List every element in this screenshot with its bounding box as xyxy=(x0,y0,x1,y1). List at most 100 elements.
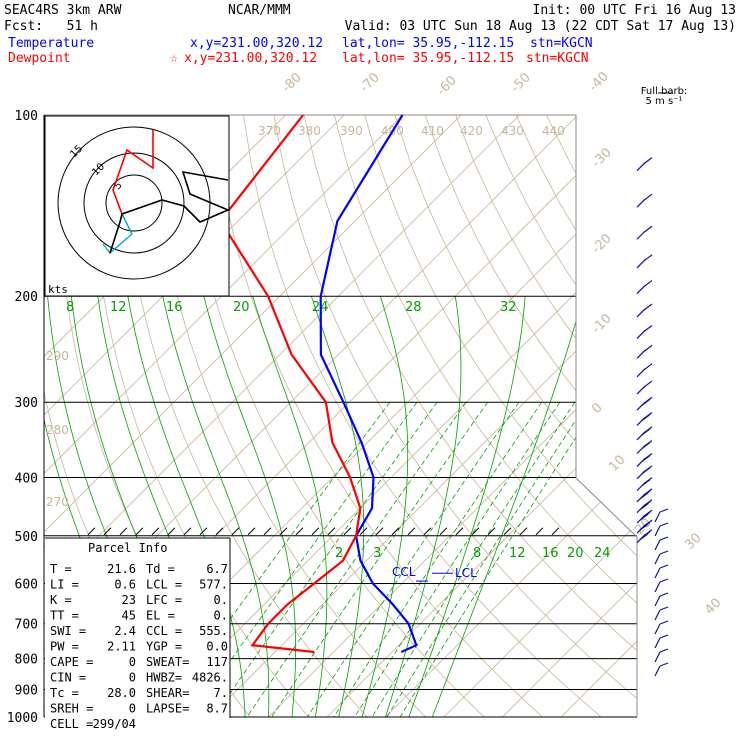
parcel-info-cell: 28.0 xyxy=(107,686,136,700)
wind-barb xyxy=(654,595,661,607)
pressure-tick-label: 300 xyxy=(15,396,38,411)
dry-adiabat-line xyxy=(424,115,637,717)
hatch-mark xyxy=(199,527,208,536)
dewpoint-profile xyxy=(219,114,362,654)
hatch-mark xyxy=(263,527,272,536)
parcel-info-cell: 0.0 xyxy=(206,640,228,654)
hodograph-ring xyxy=(83,152,185,254)
hodograph-units-label: kts xyxy=(48,283,68,296)
barb-legend-line2: 5 m s⁻¹ xyxy=(646,96,683,107)
dry-adiabat-line xyxy=(606,115,637,717)
fcst-label: Fcst: 51 h xyxy=(4,19,98,34)
mixing-ratio-line xyxy=(333,401,543,717)
hatch-mark xyxy=(391,527,400,536)
mixing-ratio-label: 16 xyxy=(542,546,559,561)
wind-barb xyxy=(636,162,646,172)
hatch-mark xyxy=(247,527,256,536)
wind-barb-flag xyxy=(643,254,653,262)
center-label: NCAR/MMM xyxy=(228,3,291,18)
wind-barb xyxy=(636,198,646,208)
isotherm-tick-label: -60 xyxy=(434,73,460,99)
mixing-ratio-line xyxy=(213,401,438,717)
parcel-info-cell: T = xyxy=(50,562,72,576)
wind-barb-flag xyxy=(643,324,653,332)
mixing-ratio-line xyxy=(159,401,391,717)
mixing-ratio-label: 2 xyxy=(335,546,343,561)
parcel-info-cell: LFC = xyxy=(146,593,182,607)
dry-adiabat-line xyxy=(122,115,368,717)
wind-barb xyxy=(654,581,661,593)
hatch-mark xyxy=(455,527,464,536)
parcel-info-cell: 0. xyxy=(214,593,228,607)
header: SEAC4RS 3km ARW NCAR/MMM Init: 00 UTC Fr… xyxy=(4,3,736,66)
hatch-mark xyxy=(311,527,320,536)
mixing-ratio-line xyxy=(354,401,561,717)
hatch-mark xyxy=(167,527,176,536)
dewpoint-latlon: lat,lon= 35.95,-112.15 xyxy=(342,51,514,66)
parcel-info-cell: YGP = xyxy=(146,640,182,654)
isotherm-line xyxy=(268,115,637,717)
lcl-label: LCL xyxy=(455,566,477,580)
parcel-info-title: Parcel Info xyxy=(88,541,167,555)
wind-barb xyxy=(654,637,661,649)
mixing-ratio-line xyxy=(399,401,600,717)
wind-barb-flag xyxy=(659,648,669,653)
parcel-info-cell: 23 xyxy=(122,593,136,607)
hodograph-ring xyxy=(105,174,163,232)
wind-barb xyxy=(636,330,646,339)
dry-adiabat-line xyxy=(364,115,637,717)
wind-barb xyxy=(636,230,646,240)
hodograph-trace-black xyxy=(109,213,123,254)
parcel-info-cell: 0 xyxy=(129,671,136,685)
mixing-ratio-label: 24 xyxy=(594,546,611,561)
parcel-info-cell: 7. xyxy=(214,686,228,700)
mixing-ratio-line xyxy=(307,401,520,717)
wind-barb xyxy=(654,539,661,551)
theta-tick-label: 420 xyxy=(460,124,483,138)
parcel-info-cell: 577. xyxy=(199,578,228,592)
parcel-info-cell: SWI = xyxy=(50,624,86,638)
hatch-mark xyxy=(535,527,544,536)
hatch-mark xyxy=(439,527,448,536)
hatch-mark xyxy=(407,527,416,536)
parcel-info-cell: CCL = xyxy=(146,624,182,638)
valid-label: Valid: 03 UTC Sun 18 Aug 13 (22 CDT Sat … xyxy=(345,19,736,34)
dewpoint-xy: x,y=231.00,320.12 xyxy=(184,51,317,66)
isotherm-tick-label: -40 xyxy=(586,69,612,95)
parcel-info-cell: SHEAR= xyxy=(146,686,189,700)
wind-barb xyxy=(636,285,646,294)
wind-barb-flag xyxy=(659,522,669,527)
isotherm-line xyxy=(443,115,637,717)
hodograph-trace-red xyxy=(112,130,154,215)
wind-barb xyxy=(654,567,661,579)
isotherm-line xyxy=(502,115,637,717)
dry-adiabat-line xyxy=(334,115,637,717)
wind-barb-flag xyxy=(639,513,649,521)
hatch-mark xyxy=(487,527,496,536)
hatch-mark xyxy=(359,527,368,536)
parcel-info-cell: 21.6 xyxy=(107,562,136,576)
parcel-info-cell: 117 xyxy=(206,655,228,669)
wind-barb-flag xyxy=(659,550,669,555)
dry-adiabat-line xyxy=(394,115,637,717)
theta-tick-label: 270 xyxy=(46,495,69,509)
parcel-info-cell: CELL = xyxy=(50,717,93,731)
parcel-info-cell: SWEAT= xyxy=(146,655,189,669)
pressure-tick-label: 800 xyxy=(15,653,38,668)
plot-frame xyxy=(44,114,638,717)
wind-barb-flag xyxy=(643,157,653,165)
wind-barb-flag xyxy=(643,280,653,288)
wind-barbs xyxy=(636,157,669,677)
dry-adiabat-line xyxy=(152,115,426,717)
mixing-ratio-label: 8 xyxy=(473,546,481,561)
pressure-tick-label: 600 xyxy=(15,577,38,592)
mixing-ratio-line xyxy=(271,401,489,717)
mixing-ratio-label: 32 xyxy=(500,300,517,315)
hatch-mark xyxy=(519,527,528,536)
temperature-legend-label: Temperature xyxy=(8,36,94,51)
moist-adiabat-line xyxy=(361,296,409,717)
temperature-xy: x,y=231.00,320.12 xyxy=(190,36,323,51)
parcel-info-cell: 0 xyxy=(129,655,136,669)
isotherm-tick-label: 0 xyxy=(589,400,605,416)
isotherm-tick-label: -50 xyxy=(508,70,534,96)
